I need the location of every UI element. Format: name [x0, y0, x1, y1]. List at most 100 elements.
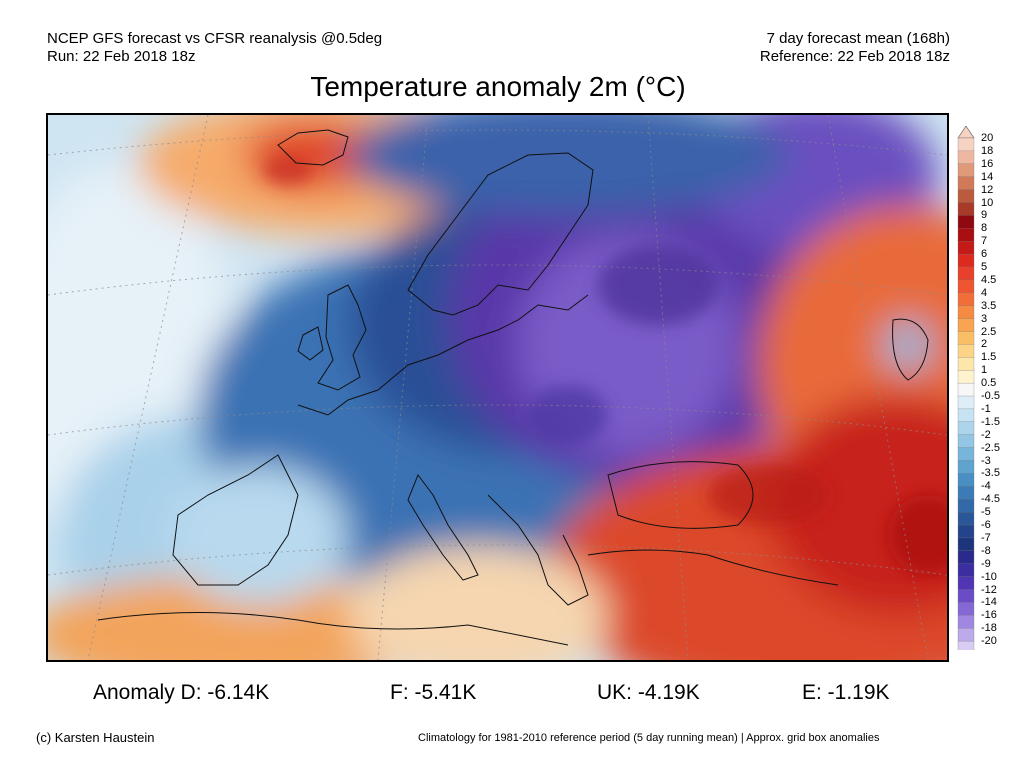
- scale-label: -12: [981, 583, 997, 596]
- scale-swatch: [957, 215, 975, 229]
- scale-swatch: [957, 524, 975, 539]
- scale-label: -0.5: [981, 390, 1000, 402]
- scale-swatch: [957, 395, 975, 410]
- scale-swatch: [957, 537, 975, 552]
- scale-label: -6: [981, 519, 991, 531]
- scale-swatch: [957, 253, 975, 268]
- scale-swatch: [957, 344, 975, 358]
- scale-swatch: [957, 486, 975, 500]
- scale-swatch: [957, 331, 975, 345]
- header-right: 7 day forecast mean (168h) Reference: 22…: [760, 30, 950, 66]
- scale-label: 4.5: [981, 273, 997, 286]
- scale-label: -2: [981, 428, 991, 441]
- scale-swatch: [957, 266, 975, 281]
- scale-swatch: [957, 447, 975, 461]
- copyright: (c) Karsten Haustein: [36, 730, 155, 745]
- scale-label: 5: [981, 261, 988, 273]
- scale-label: 1.5: [981, 351, 997, 364]
- scale-swatch: [957, 382, 975, 397]
- scale-label: 12: [981, 183, 994, 196]
- run-info: Run: 22 Feb 2018 18z: [47, 48, 196, 65]
- scale-label: 0.5: [981, 377, 997, 390]
- scale-swatch: [957, 137, 975, 152]
- scale-label: -5: [981, 506, 991, 519]
- scale-swatch: [957, 434, 975, 449]
- reference-time: Reference: 22 Feb 2018 18z: [759, 48, 950, 65]
- scale-label: 6: [981, 248, 988, 261]
- graticule: [48, 115, 947, 660]
- scale-swatch: [957, 292, 975, 307]
- scale-label: 18: [981, 144, 994, 157]
- scale-swatch: [957, 563, 975, 578]
- anomaly-map-graphic: [48, 115, 947, 660]
- scale-label: 1: [981, 364, 988, 377]
- anomaly-spain: E: -1.19K: [802, 681, 890, 704]
- scale-swatch: [957, 176, 975, 191]
- scale-label: -1.5: [981, 415, 1000, 428]
- scale-label: 14: [981, 170, 994, 183]
- scale-label: -3: [981, 454, 991, 467]
- scale-label: 3.5: [981, 299, 997, 312]
- scale-swatch: [957, 499, 975, 513]
- temperature-field: [48, 115, 947, 660]
- scale-swatch: [957, 615, 975, 629]
- scale-label: 9: [981, 209, 988, 222]
- scale-label: 3: [981, 312, 988, 325]
- scale-swatch: [957, 189, 975, 203]
- map-title: Temperature anomaly 2m (°C): [310, 71, 686, 102]
- anomaly-uk: UK: -4.19K: [597, 681, 700, 704]
- scale-swatch: [957, 163, 975, 178]
- scale-swatch: [957, 460, 975, 474]
- scale-swatch: [957, 589, 975, 603]
- scale-label: -7: [981, 531, 991, 544]
- scale-arrow-top: [957, 126, 975, 139]
- scale-label: -10: [981, 570, 997, 583]
- scale-label: 20: [981, 132, 994, 144]
- scale-swatch: [957, 473, 975, 487]
- scale-label: -1: [981, 402, 991, 415]
- scale-label: -9: [981, 557, 991, 570]
- scale-swatch: [957, 370, 975, 384]
- scale-label: -14: [981, 596, 997, 609]
- scale-label: -3.5: [981, 467, 1000, 480]
- color-scale-bar: [957, 126, 975, 650]
- scale-label: 16: [981, 157, 994, 170]
- scale-label: -8: [981, 544, 991, 557]
- model-info: NCEP GFS forecast vs CFSR reanalysis @0.…: [47, 30, 383, 47]
- scale-swatch: [957, 628, 975, 642]
- scale-label: 10: [981, 196, 994, 209]
- scale-label: -20: [981, 635, 997, 648]
- scale-swatch: [957, 202, 975, 216]
- scale-swatch: [957, 576, 975, 590]
- scale-swatch: [957, 408, 975, 423]
- anomaly-map: [46, 113, 949, 662]
- scale-label: -18: [981, 622, 997, 635]
- scale-label: -4.5: [981, 493, 1000, 506]
- scale-label: -2.5: [981, 441, 1000, 454]
- scale-label: -16: [981, 609, 997, 622]
- scale-label: -4: [981, 480, 991, 493]
- scale-swatch: [957, 550, 975, 565]
- scale-swatch: [957, 305, 975, 320]
- scale-label: 7: [981, 235, 988, 248]
- anomaly-germany: Anomaly D: -6.14K: [93, 681, 270, 704]
- scale-swatch: [957, 241, 975, 255]
- scale-swatch: [957, 511, 975, 526]
- scale-swatch: [957, 150, 975, 165]
- scale-swatch: [957, 640, 975, 650]
- scale-swatch: [957, 318, 975, 332]
- scale-swatch: [957, 602, 975, 616]
- scale-swatch: [957, 228, 975, 242]
- header-left: NCEP GFS forecast vs CFSR reanalysis @0.…: [47, 30, 382, 66]
- scale-swatch: [957, 421, 975, 436]
- scale-label: 8: [981, 222, 988, 235]
- scale-swatch: [957, 279, 975, 294]
- scale-swatch: [957, 357, 975, 371]
- scale-label: 2: [981, 338, 988, 351]
- anomaly-france: F: -5.41K: [390, 681, 477, 704]
- forecast-period: 7 day forecast mean (168h): [766, 30, 950, 47]
- climatology-note: Climatology for 1981-2010 reference peri…: [418, 732, 880, 744]
- coastlines: [97, 129, 929, 646]
- scale-label: 4: [981, 286, 988, 299]
- scale-label: 2.5: [981, 325, 997, 338]
